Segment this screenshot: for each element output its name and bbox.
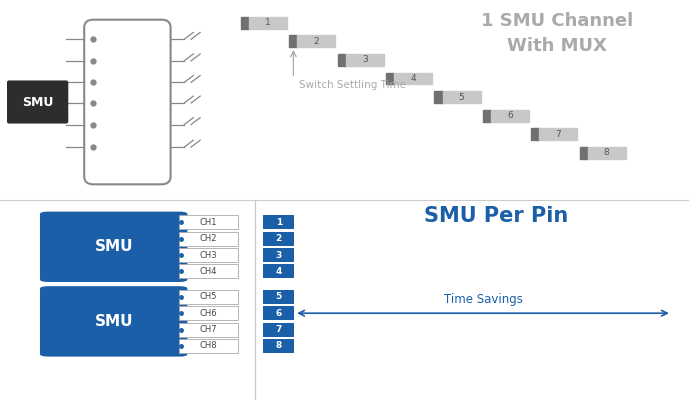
Text: 5: 5 [459, 93, 464, 102]
Bar [179, 290, 238, 304]
Text: 6: 6 [507, 111, 513, 120]
Text: 8: 8 [604, 148, 610, 158]
Bar [289, 35, 298, 47]
Text: 6: 6 [276, 309, 282, 318]
Text: CH2: CH2 [200, 234, 217, 243]
Text: CH8: CH8 [200, 342, 217, 350]
Bar [263, 248, 294, 262]
Text: CH5: CH5 [200, 292, 217, 301]
FancyBboxPatch shape [40, 286, 187, 357]
Bar [263, 290, 294, 304]
Bar [179, 215, 238, 229]
Text: 7: 7 [276, 325, 282, 334]
Bar [241, 17, 249, 28]
Bar [179, 339, 238, 353]
Bar [338, 54, 346, 66]
Bar [579, 147, 588, 159]
Text: 1 SMU Channel
With MUX: 1 SMU Channel With MUX [481, 12, 633, 55]
Text: SMU: SMU [22, 96, 53, 108]
Text: 5: 5 [276, 292, 282, 301]
Bar [491, 110, 529, 122]
Bar [179, 232, 238, 246]
Bar [263, 232, 294, 246]
Text: 2: 2 [313, 37, 319, 46]
Bar [394, 73, 432, 84]
Text: CH7: CH7 [200, 325, 217, 334]
Bar [263, 215, 294, 229]
Text: 4: 4 [276, 267, 282, 276]
Bar [249, 17, 287, 28]
Text: 1: 1 [276, 218, 282, 227]
Bar [531, 128, 539, 140]
Bar [179, 322, 238, 336]
Text: CH6: CH6 [200, 309, 217, 318]
Bar [435, 91, 442, 103]
Text: CH3: CH3 [200, 250, 217, 260]
Text: 2: 2 [276, 234, 282, 243]
Bar [263, 339, 294, 353]
Bar [179, 306, 238, 320]
Bar [179, 264, 238, 278]
Bar [263, 306, 294, 320]
Bar [442, 91, 481, 103]
Text: 8: 8 [276, 342, 282, 350]
Bar [539, 128, 577, 140]
Text: 3: 3 [362, 55, 368, 64]
Text: 3: 3 [276, 250, 282, 260]
Text: Switch Settling Time: Switch Settling Time [299, 80, 406, 90]
FancyBboxPatch shape [7, 80, 68, 124]
Text: 4: 4 [411, 74, 416, 83]
Bar [346, 54, 384, 66]
Text: SMU: SMU [94, 314, 133, 329]
Text: CH1: CH1 [200, 218, 217, 227]
Text: 1: 1 [265, 18, 271, 27]
Bar [483, 110, 491, 122]
Bar [263, 264, 294, 278]
Text: CH4: CH4 [200, 267, 217, 276]
Text: SMU Per Pin: SMU Per Pin [424, 206, 568, 226]
FancyBboxPatch shape [84, 20, 171, 184]
Text: Time Savings: Time Savings [444, 293, 522, 306]
Bar [298, 35, 336, 47]
Bar [588, 147, 626, 159]
FancyBboxPatch shape [40, 212, 187, 282]
Bar [386, 73, 394, 84]
Text: SMU: SMU [94, 239, 133, 254]
Bar [179, 248, 238, 262]
Bar [263, 322, 294, 336]
Text: 7: 7 [555, 130, 561, 139]
